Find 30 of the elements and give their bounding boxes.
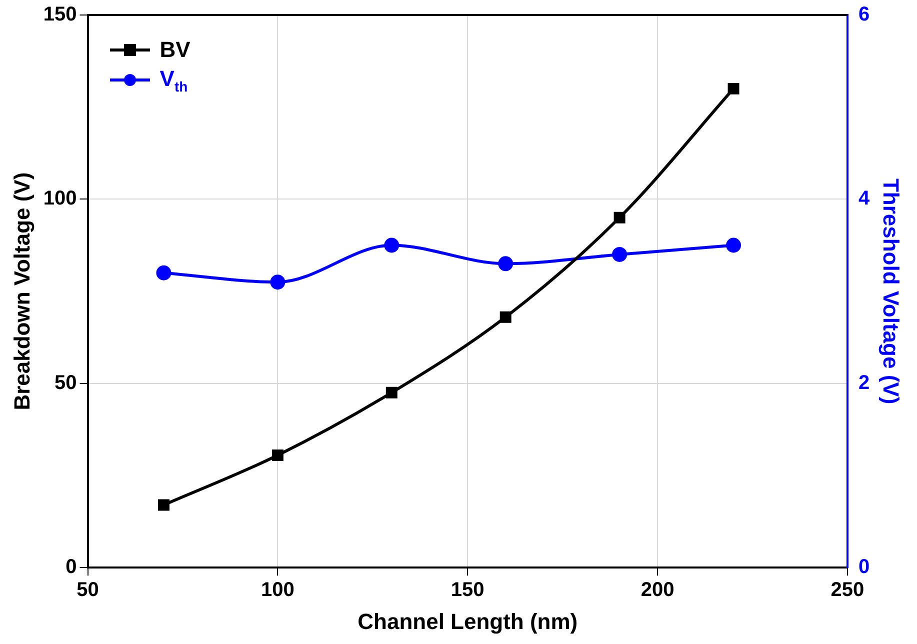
- point: [726, 238, 742, 253]
- point: [158, 499, 170, 511]
- y-tick-label: 150: [43, 4, 77, 26]
- point: [500, 311, 512, 323]
- point: [728, 82, 740, 94]
- point: [270, 274, 286, 290]
- y2-tick-label: 4: [858, 188, 870, 210]
- y2-tick-label: 6: [858, 4, 870, 26]
- x-tick-label: 250: [830, 579, 864, 602]
- y-tick-label: 0: [66, 556, 77, 578]
- point: [384, 238, 400, 253]
- y-axis-title: Breakdown Voltage (V): [9, 172, 34, 410]
- y2-tick-label: 2: [858, 372, 870, 394]
- x-tick-label: 100: [261, 579, 294, 602]
- point: [156, 265, 172, 280]
- point: [498, 256, 514, 272]
- y2-tick-label: 0: [858, 556, 870, 578]
- y2-axis-title: Threshold Voltage (V): [878, 178, 904, 404]
- x-tick-label: 200: [640, 579, 674, 602]
- y-tick-label: 100: [43, 188, 77, 210]
- point: [612, 246, 628, 262]
- x-tick-label: 50: [76, 579, 99, 602]
- x-tick-label: 150: [450, 579, 484, 602]
- y-tick-label: 50: [54, 372, 77, 394]
- legend-label: V$_{th}$: [160, 66, 188, 94]
- x-axis-title: Channel Length (nm): [358, 608, 578, 634]
- point: [272, 449, 284, 461]
- legend-label: BV: [160, 37, 190, 63]
- point: [386, 386, 398, 398]
- point: [614, 212, 626, 224]
